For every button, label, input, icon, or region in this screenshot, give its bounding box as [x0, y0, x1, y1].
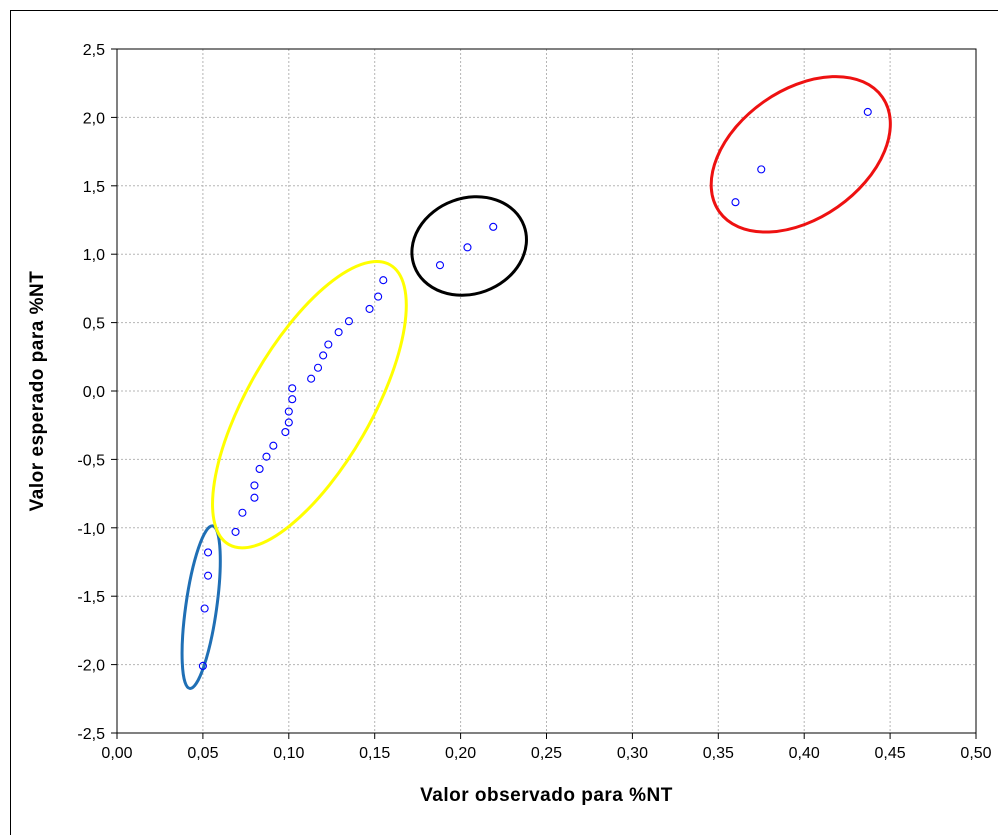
x-tick-label: 0,50 [960, 745, 991, 762]
data-point [758, 166, 765, 173]
data-point [335, 329, 342, 336]
data-point [201, 605, 208, 612]
y-tick-label: -2,0 [77, 658, 105, 675]
data-point [289, 385, 296, 392]
data-point [205, 549, 212, 556]
data-point [270, 442, 277, 449]
x-tick-labels: 0,00 0,05 0,10 0,15 0,20 0,25 0,30 0,35 0,40 0,45… [101, 745, 991, 762]
data-point [366, 305, 373, 312]
y-tick-label: 0,0 [83, 384, 105, 401]
x-tick-label: 0,00 [101, 745, 132, 762]
data-point [436, 262, 443, 269]
y-tick-label: -1,0 [77, 521, 105, 538]
data-point [232, 528, 239, 535]
data-point [380, 277, 387, 284]
x-tick-label: 0,25 [531, 745, 562, 762]
group-ellipse [398, 181, 541, 311]
data-point [205, 572, 212, 579]
x-tick-label: 0,15 [359, 745, 390, 762]
chart-frame: 0,00 0,05 0,10 0,15 0,20 0,25 0,30 0,35 0,40 0,45… [10, 10, 998, 835]
data-point [325, 341, 332, 348]
data-point [732, 199, 739, 206]
data-point [864, 108, 871, 115]
data-point [490, 223, 497, 230]
scatter-chart: 0,00 0,05 0,10 0,15 0,20 0,25 0,30 0,35 0,40 0,45… [11, 11, 998, 836]
axis-ticks [111, 49, 976, 739]
y-tick-label: 0,5 [83, 316, 105, 333]
y-tick-label: -0,5 [77, 452, 105, 469]
data-point [251, 494, 258, 501]
y-tick-label: 2,5 [83, 42, 105, 59]
x-tick-label: 0,10 [273, 745, 304, 762]
data-point [251, 482, 258, 489]
data-point [239, 509, 246, 516]
x-tick-label: 0,05 [187, 745, 218, 762]
x-tick-label: 0,40 [789, 745, 820, 762]
data-point [320, 352, 327, 359]
y-axis-title: Valor esperado para %NT [27, 271, 48, 512]
y-tick-label: 2,0 [83, 110, 105, 127]
data-point [256, 465, 263, 472]
data-point [375, 293, 382, 300]
data-points [199, 108, 871, 669]
y-tick-label: 1,0 [83, 247, 105, 264]
data-point [345, 318, 352, 325]
y-tick-labels: -2,5 -2,0 -1,5 -1,0 -0,5 0,0 0,5 1,0 1,5 2,0 2,5 [77, 42, 105, 743]
y-tick-label: -2,5 [77, 726, 105, 743]
data-point [289, 396, 296, 403]
data-point [282, 429, 289, 436]
x-tick-label: 0,20 [445, 745, 476, 762]
x-tick-label: 0,30 [617, 745, 648, 762]
y-tick-label: 1,5 [83, 179, 105, 196]
x-tick-label: 0,45 [875, 745, 906, 762]
data-point [464, 244, 471, 251]
group-ellipse [175, 234, 444, 575]
y-tick-label: -1,5 [77, 589, 105, 606]
data-point [308, 375, 315, 382]
x-tick-label: 0,35 [703, 745, 734, 762]
data-point [315, 364, 322, 371]
x-axis-title: Valor observado para %NT [420, 785, 673, 806]
